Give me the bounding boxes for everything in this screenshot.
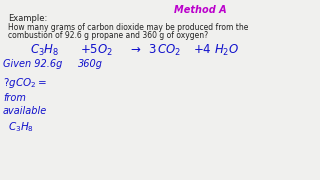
Text: combustion of 92.6 g propane and 360 g of oxygen?: combustion of 92.6 g propane and 360 g o… (8, 31, 208, 40)
Text: $3\,CO_2$: $3\,CO_2$ (148, 43, 181, 58)
Text: $C_3H_8$: $C_3H_8$ (8, 120, 34, 134)
Text: Method A: Method A (174, 5, 226, 15)
Text: How many grams of carbon dioxide may be produced from the: How many grams of carbon dioxide may be … (8, 23, 248, 32)
Text: $C_3H_8$: $C_3H_8$ (30, 43, 59, 58)
Text: Example:: Example: (8, 14, 47, 23)
Text: Given 92.6g: Given 92.6g (3, 59, 62, 69)
Text: $\rightarrow$: $\rightarrow$ (128, 43, 141, 56)
Text: $+ 5O_2$: $+ 5O_2$ (80, 43, 113, 58)
Text: $+ 4\ H_2O$: $+ 4\ H_2O$ (193, 43, 239, 58)
Text: 360g: 360g (78, 59, 103, 69)
Text: from: from (3, 93, 26, 103)
Text: available: available (3, 106, 47, 116)
Text: $?gCO_2 =$: $?gCO_2 =$ (3, 76, 47, 90)
